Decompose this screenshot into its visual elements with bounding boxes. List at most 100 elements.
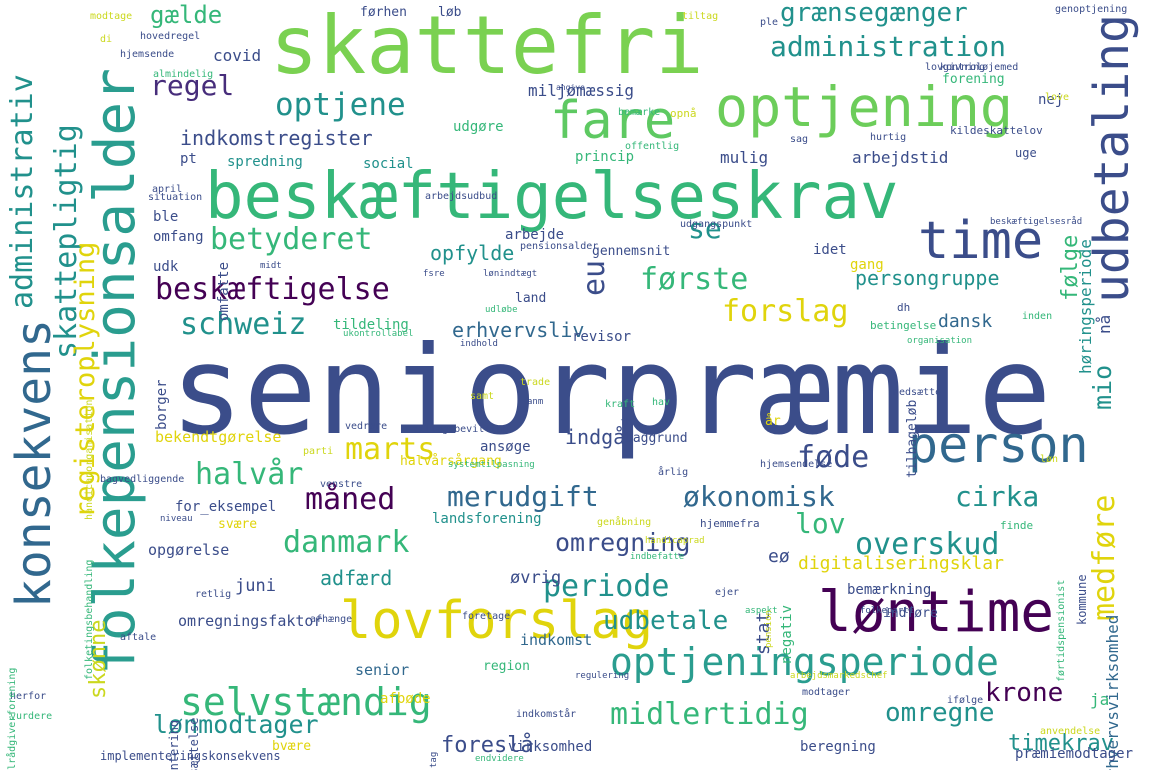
cloud-word: øvrig (510, 568, 562, 588)
cloud-word: situation (148, 192, 203, 203)
cloud-word: beskæftigelse (155, 272, 390, 307)
cloud-word: medføre (1087, 494, 1122, 621)
cloud-word: gælde (150, 1, 223, 29)
cloud-word: bekendtgørelse (155, 428, 282, 446)
cloud-word: udbetale (603, 606, 729, 636)
cloud-word: dh (897, 301, 911, 314)
cloud-word: forening (942, 72, 1005, 87)
cloud-word: lovgivning (925, 62, 986, 73)
cloud-word: indgå (565, 425, 626, 449)
cloud-word: pt (180, 151, 197, 167)
cloud-word: parti (303, 446, 334, 457)
cloud-word: venstre (320, 479, 363, 490)
cloud-word: administration (770, 30, 1007, 63)
cloud-word: arbejdsmarkedschef (790, 671, 888, 681)
cloud-word: juni (235, 576, 276, 596)
cloud-word: di (100, 34, 113, 45)
cloud-word: ejer (715, 587, 740, 598)
cloud-word: sag (790, 134, 809, 145)
cloud-word: arbejde (505, 227, 565, 243)
cloud-word: årlig (658, 467, 689, 478)
cloud-word: eø (768, 546, 790, 567)
cloud-word: timekrav (1008, 731, 1114, 756)
cloud-word: betingelse (870, 319, 937, 332)
cloud-word: ple (760, 17, 779, 28)
cloud-word: genoptjening (1055, 4, 1128, 15)
cloud-word: senior (355, 661, 410, 679)
cloud-word: omfatte (216, 261, 232, 321)
cloud-word: land (515, 291, 547, 306)
cloud-word: miljømæssig (528, 81, 634, 100)
cloud-word: nedsættelse (187, 717, 201, 770)
cloud-word: vurdere (10, 711, 53, 722)
cloud-word: modtager (802, 687, 851, 698)
cloud-word: marts (345, 432, 436, 467)
cloud-word: midt (260, 261, 282, 271)
cloud-word: revisor (572, 329, 632, 345)
cloud-word: systemtilpasning (448, 460, 535, 470)
cloud-word: administrativ (5, 74, 40, 309)
cloud-word: socialrådgiverforening (7, 667, 18, 770)
cloud-word: for_eksempel (175, 499, 277, 515)
cloud-word: merudgift (447, 480, 599, 513)
cloud-word: omfang (153, 229, 204, 245)
cloud-word: aftale (120, 632, 157, 643)
cloud-word: folkeparti (860, 606, 915, 616)
cloud-word: fh (620, 417, 633, 428)
cloud-word: forslag (722, 294, 849, 329)
cloud-word: inden (1022, 311, 1053, 322)
cloud-word: afhænge (310, 614, 353, 625)
cloud-word: bemærkning (847, 582, 932, 598)
cloud-word: fsre (423, 269, 445, 279)
cloud-word: time (918, 211, 1044, 271)
cloud-word: år (765, 414, 781, 429)
cloud-word: løb (438, 5, 462, 20)
cloud-word: opgørelse (148, 541, 230, 559)
cloud-word: omregning (555, 528, 691, 557)
cloud-word: organisation (907, 336, 973, 346)
cloud-word: april (152, 184, 183, 195)
cloud-word: borger (154, 379, 170, 431)
cloud-word: implementering (167, 720, 181, 770)
cloud-word: nedsætte (893, 387, 942, 398)
cloud-word: indføre (883, 606, 938, 621)
cloud-word: grænsegænger (780, 0, 968, 28)
cloud-word: niveau (160, 514, 193, 524)
cloud-word: første (640, 262, 749, 297)
cloud-word: kildeskattelov (950, 124, 1043, 137)
cloud-word: persongruppe (855, 266, 1000, 290)
cloud-word: ble (153, 209, 179, 225)
cloud-word: krone (985, 678, 1064, 708)
cloud-word: tilbageløb (905, 399, 920, 478)
cloud-word: virksomhed (508, 739, 593, 755)
cloud-word: udgøre (453, 119, 504, 135)
cloud-word: regel (150, 69, 235, 102)
cloud-word: indbefatte (630, 552, 685, 562)
cloud-word: lovforslag (340, 591, 654, 651)
cloud-word: anvendelse (1040, 726, 1101, 737)
cloud-word: spredning (227, 154, 303, 170)
cloud-word: arbejdsudbud (425, 191, 498, 202)
cloud-word: se (688, 212, 722, 245)
cloud-word: vedrøre (345, 421, 388, 432)
cloud-word: opfylde (430, 241, 515, 265)
cloud-word: afbøde (380, 691, 431, 707)
cloud-word: trade (520, 377, 551, 388)
cloud-word: hav (652, 397, 671, 408)
cloud-word: nej (1038, 92, 1064, 108)
cloud-word: omregne (885, 698, 995, 728)
cloud-word: seniorpræmie (170, 320, 1052, 462)
cloud-word: hurtig (870, 132, 907, 143)
cloud-word: indkomstregister (180, 126, 373, 150)
cloud-word: negativ (779, 604, 795, 664)
cloud-word: udk (153, 259, 179, 275)
cloud-word: økonomisk (683, 480, 835, 513)
cloud-word: gang (850, 257, 884, 273)
cloud-word: digitaliseringsklar (798, 553, 1004, 574)
cloud-word: ukontrollabel (343, 329, 414, 339)
cloud-word: angive (556, 83, 585, 92)
cloud-word: bemærke (618, 107, 661, 118)
cloud-word: optjeningsperiode (610, 640, 999, 684)
cloud-word: foretage (462, 611, 511, 622)
